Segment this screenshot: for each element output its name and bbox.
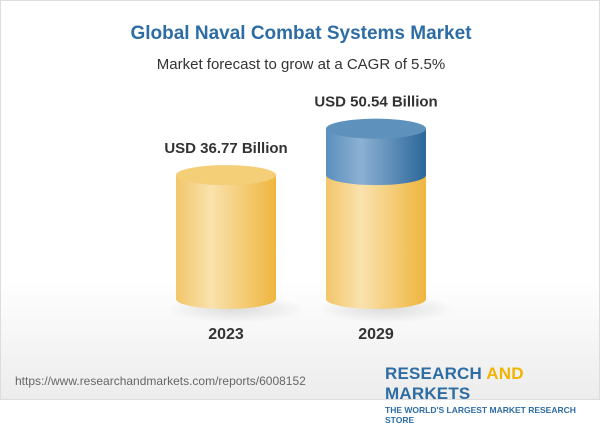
source-url[interactable]: https://www.researchandmarkets.com/repor…	[15, 374, 306, 388]
cylinder-base-2023	[176, 175, 276, 309]
chart-subtitle: Market forecast to grow at a CAGR of 5.5…	[156, 56, 446, 73]
logo-text-research: RESEARCH	[385, 364, 487, 383]
cylinder-top-2023	[176, 165, 276, 186]
cylinder-top-2029	[326, 118, 426, 139]
research-and-markets-logo: RESEARCH AND MARKETS THE WORLD'S LARGEST…	[385, 364, 599, 425]
cylinder-base-2029	[326, 175, 426, 309]
chart-title: Global Naval Combat Systems Market	[130, 23, 472, 44]
category-label: 2029	[358, 326, 394, 343]
category-label: 2023	[208, 326, 244, 343]
cylinder-growth-2029	[326, 128, 426, 186]
logo-text-and: AND	[486, 364, 524, 383]
logo-text-markets: MARKETS	[385, 384, 471, 403]
value-label: USD 36.77 Billion	[164, 140, 287, 157]
cylinder-chart: USD 36.77 Billion 2023 USD 50.54 Billion 20…	[164, 94, 456, 343]
value-label: USD 50.54 Billion	[314, 94, 437, 111]
logo-tagline: THE WORLD'S LARGEST MARKET RESEARCH STOR…	[385, 405, 576, 425]
